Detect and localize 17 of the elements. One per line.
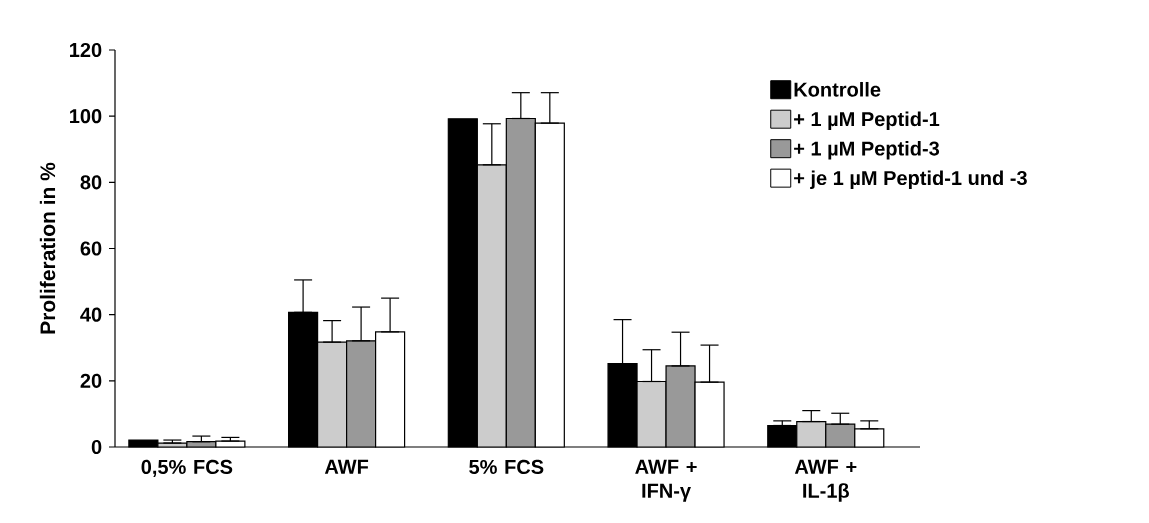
y-tick-label: 120 [70, 42, 102, 58]
x-tick-label: AWF + IL-1β [794, 459, 857, 502]
legend-label: + je 1 µM Peptid-1 und -3 [794, 170, 1027, 190]
x-tick-label: AWF + IFN-γ [635, 459, 697, 502]
x-tick-label: AWF [324, 459, 369, 474]
y-tick-label: 20 [80, 373, 102, 388]
legend-label: + 1 µM Peptid-1 [794, 111, 940, 131]
y-tick-label: 40 [80, 307, 102, 322]
y-tick-label: 80 [80, 175, 102, 190]
legend-label: + 1 µM Peptid-3 [794, 140, 940, 160]
y-tick-label: 60 [80, 241, 102, 256]
y-axis-title: Proliferation in % [39, 162, 56, 334]
x-tick-label: 0,5% FCS [141, 459, 233, 477]
y-tick-label: 100 [70, 109, 102, 124]
legend-label: Kontrolle [794, 81, 881, 97]
x-tick-label: 5% FCS [469, 459, 544, 475]
y-tick-label: 0 [91, 439, 102, 455]
